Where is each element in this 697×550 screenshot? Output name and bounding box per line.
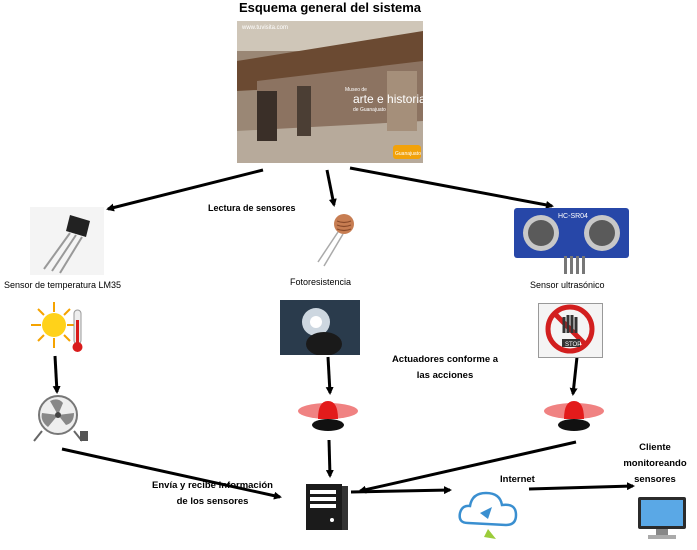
- server-icon: [304, 482, 350, 532]
- photoresistor-label: Fotoresistencia: [290, 277, 352, 287]
- arrow-siren-right-to-server: [358, 440, 577, 494]
- siren-icon-right: [543, 393, 605, 438]
- client-line3: sensores: [634, 474, 676, 485]
- sign-line3: de Guanajuato: [353, 107, 386, 113]
- monitor-icon: [636, 495, 688, 541]
- lm35-sensor-icon: [30, 207, 104, 275]
- arrow-photo-to-siren: [325, 356, 334, 395]
- internet-label: Internet: [500, 474, 535, 485]
- arrow-thermo-to-fan: [52, 355, 61, 394]
- person-light-photo: [280, 300, 360, 356]
- sign-line2: arte e historia: [353, 92, 423, 106]
- envia-line2: de los sensores: [176, 496, 249, 507]
- client-line2: monitoreando: [623, 458, 687, 469]
- sign-line1: Museo de: [345, 87, 367, 93]
- envia-label: Envía y recibe información de los sensor…: [140, 478, 285, 510]
- client-line1: Cliente: [639, 442, 671, 453]
- client-label: Cliente monitoreando sensores: [615, 440, 695, 488]
- diagram-title: Esquema general del sistema: [238, 0, 422, 15]
- arrow-siren-to-server: [325, 439, 334, 478]
- actuators-line2: las acciones: [416, 370, 474, 381]
- siren-icon-center: [297, 393, 359, 438]
- arrow-building-to-ultrasonic: [349, 166, 554, 209]
- hc-sr04-label: HC-SR04: [558, 213, 588, 220]
- arrow-server-to-cloud: [350, 486, 452, 495]
- museum-building-photo: www.tuvisita.com Museo de arte e histori…: [237, 21, 423, 163]
- sun-thermometer-icon: [30, 300, 88, 355]
- ultrasonic-sensor-icon: HC-SR04: [514, 208, 629, 274]
- photoresistor-icon: [310, 210, 360, 270]
- arrow-fan-to-server: [61, 447, 282, 500]
- sign-logo: Guanajuato: [395, 151, 421, 157]
- stop-text: STOP: [565, 342, 581, 348]
- arrow-stop-to-siren: [569, 356, 579, 396]
- fan-icon: [30, 393, 90, 445]
- arrow-building-to-photo: [325, 169, 337, 207]
- ultrasonic-sensor-label: Sensor ultrasónico: [530, 280, 605, 290]
- cloud-icon: [456, 485, 521, 545]
- arrow-cloud-to-client: [528, 482, 635, 491]
- lectura-label: Lectura de sensores: [208, 203, 296, 213]
- watermark-text: www.tuvisita.com: [241, 25, 288, 31]
- temperature-sensor-label: Sensor de temperatura LM35: [4, 280, 122, 290]
- stop-hand-icon: STOP: [538, 303, 603, 358]
- actuators-line1: Actuadores conforme a: [391, 354, 499, 365]
- envia-line1: Envía y recibe información: [152, 480, 273, 491]
- actuators-label: Actuadores conforme a las acciones: [380, 352, 510, 384]
- arrow-building-to-temp: [106, 168, 264, 212]
